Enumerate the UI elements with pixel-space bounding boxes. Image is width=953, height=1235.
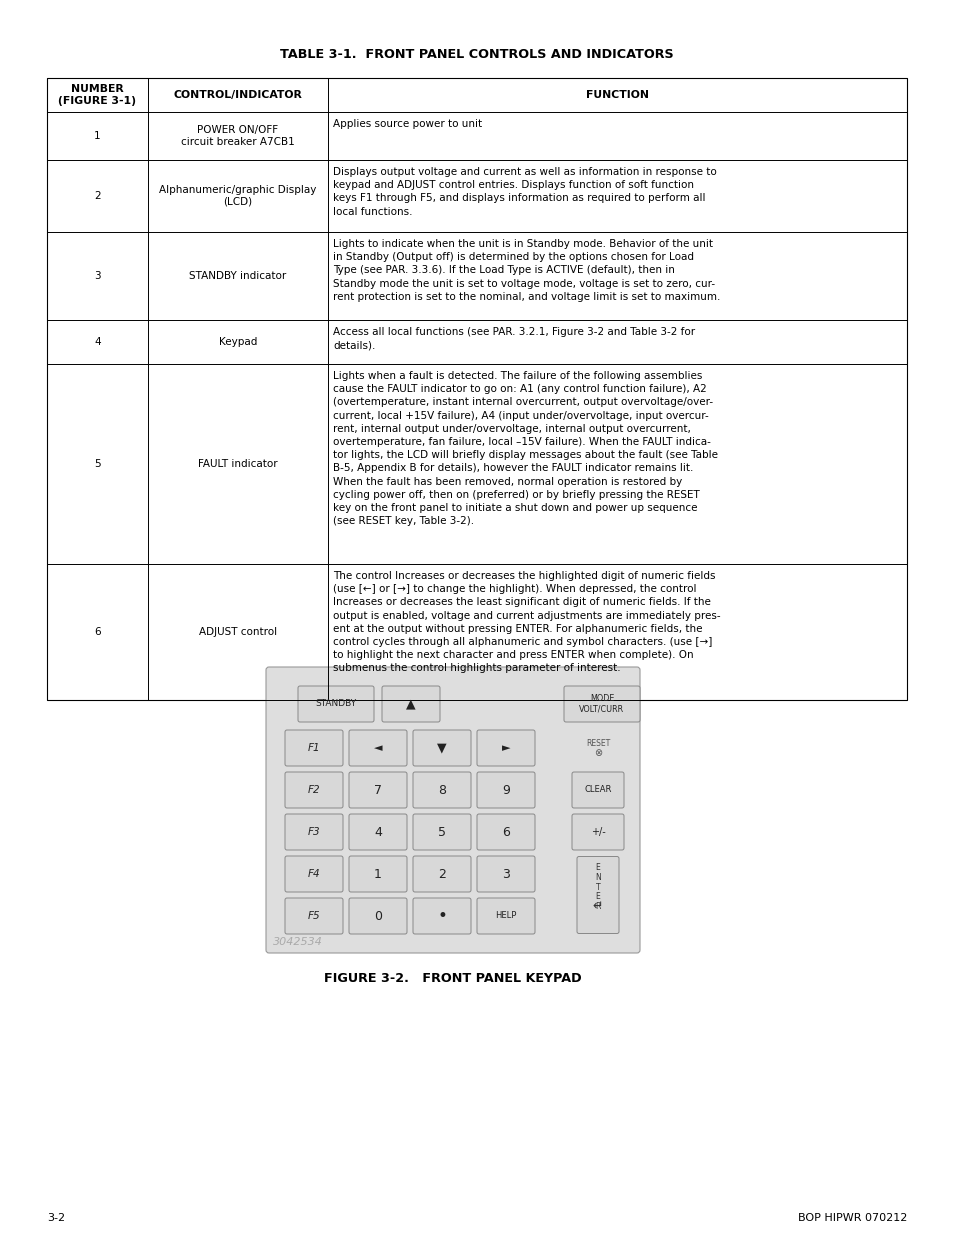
Text: 4: 4 [374, 825, 381, 839]
Text: ⊗: ⊗ [594, 748, 601, 758]
FancyBboxPatch shape [349, 772, 407, 808]
FancyBboxPatch shape [413, 814, 471, 850]
Text: RESET: RESET [585, 739, 610, 747]
Text: 0: 0 [374, 909, 381, 923]
Text: Lights to indicate when the unit is in Standby mode. Behavior of the unit
in Sta: Lights to indicate when the unit is in S… [333, 240, 720, 301]
Text: MODE
VOLT/CURR: MODE VOLT/CURR [578, 694, 624, 714]
Text: TABLE 3-1.  FRONT PANEL CONTROLS AND INDICATORS: TABLE 3-1. FRONT PANEL CONTROLS AND INDI… [280, 48, 673, 62]
Text: Applies source power to unit: Applies source power to unit [333, 119, 481, 128]
Text: E
N
T
E
R: E N T E R [595, 863, 600, 911]
FancyBboxPatch shape [476, 898, 535, 934]
Text: 3042534: 3042534 [273, 937, 322, 947]
FancyBboxPatch shape [476, 730, 535, 766]
Text: 6: 6 [501, 825, 510, 839]
Text: FUNCTION: FUNCTION [585, 90, 648, 100]
FancyBboxPatch shape [563, 685, 639, 722]
Text: Lights when a fault is detected. The failure of the following assemblies
cause t: Lights when a fault is detected. The fai… [333, 370, 718, 526]
Text: 1: 1 [94, 131, 101, 141]
FancyBboxPatch shape [572, 814, 623, 850]
Text: POWER ON/OFF
circuit breaker A7CB1: POWER ON/OFF circuit breaker A7CB1 [181, 125, 294, 147]
FancyBboxPatch shape [572, 772, 623, 808]
FancyBboxPatch shape [476, 856, 535, 892]
Text: FAULT indicator: FAULT indicator [198, 459, 277, 469]
Text: Access all local functions (see PAR. 3.2.1, Figure 3-2 and Table 3-2 for
details: Access all local functions (see PAR. 3.2… [333, 327, 695, 351]
Text: Alphanumeric/graphic Display
(LCD): Alphanumeric/graphic Display (LCD) [159, 185, 316, 206]
Text: F1: F1 [308, 743, 320, 753]
Text: ADJUST control: ADJUST control [199, 627, 276, 637]
Text: 3-2: 3-2 [47, 1213, 65, 1223]
Text: ▲: ▲ [406, 698, 416, 710]
Text: ►: ► [501, 743, 510, 753]
FancyBboxPatch shape [349, 898, 407, 934]
Text: 8: 8 [437, 783, 446, 797]
FancyBboxPatch shape [413, 730, 471, 766]
Text: 3: 3 [94, 270, 101, 282]
FancyBboxPatch shape [285, 814, 343, 850]
Text: NUMBER
(FIGURE 3-1): NUMBER (FIGURE 3-1) [58, 84, 136, 106]
FancyBboxPatch shape [349, 856, 407, 892]
Text: Keypad: Keypad [218, 337, 257, 347]
Text: 7: 7 [374, 783, 381, 797]
Text: HELP: HELP [495, 911, 517, 920]
Text: 5: 5 [437, 825, 446, 839]
FancyBboxPatch shape [577, 857, 618, 934]
Text: STANDBY: STANDBY [315, 699, 356, 709]
Text: 1: 1 [374, 867, 381, 881]
Text: F4: F4 [308, 869, 320, 879]
Text: •: • [436, 906, 446, 925]
Text: ◄: ◄ [374, 743, 382, 753]
FancyBboxPatch shape [413, 856, 471, 892]
Text: 4: 4 [94, 337, 101, 347]
Text: 6: 6 [94, 627, 101, 637]
FancyBboxPatch shape [285, 730, 343, 766]
FancyBboxPatch shape [285, 856, 343, 892]
Text: 9: 9 [501, 783, 510, 797]
Text: FIGURE 3-2.   FRONT PANEL KEYPAD: FIGURE 3-2. FRONT PANEL KEYPAD [324, 972, 581, 984]
Text: STANDBY indicator: STANDBY indicator [190, 270, 286, 282]
Bar [47, 78, 906, 700]
FancyBboxPatch shape [297, 685, 374, 722]
FancyBboxPatch shape [349, 730, 407, 766]
FancyBboxPatch shape [476, 772, 535, 808]
FancyBboxPatch shape [476, 814, 535, 850]
FancyBboxPatch shape [285, 898, 343, 934]
Text: 3: 3 [501, 867, 510, 881]
Text: 2: 2 [437, 867, 445, 881]
Text: +/-: +/- [590, 827, 605, 837]
Text: 2: 2 [94, 191, 101, 201]
Text: The control Increases or decreases the highlighted digit of numeric fields
(use : The control Increases or decreases the h… [333, 571, 720, 673]
FancyBboxPatch shape [266, 667, 639, 953]
Text: Displays output voltage and current as well as information in response to
keypad: Displays output voltage and current as w… [333, 167, 716, 216]
Text: ▼: ▼ [436, 741, 446, 755]
Text: 5: 5 [94, 459, 101, 469]
FancyBboxPatch shape [381, 685, 439, 722]
Text: CONTROL/INDICATOR: CONTROL/INDICATOR [173, 90, 302, 100]
Text: BOP HIPWR 070212: BOP HIPWR 070212 [797, 1213, 906, 1223]
Text: F5: F5 [308, 911, 320, 921]
FancyBboxPatch shape [413, 898, 471, 934]
Text: F3: F3 [308, 827, 320, 837]
FancyBboxPatch shape [413, 772, 471, 808]
Text: CLEAR: CLEAR [583, 785, 611, 794]
Text: F2: F2 [308, 785, 320, 795]
FancyBboxPatch shape [285, 772, 343, 808]
FancyBboxPatch shape [349, 814, 407, 850]
Text: ↵: ↵ [592, 899, 602, 913]
